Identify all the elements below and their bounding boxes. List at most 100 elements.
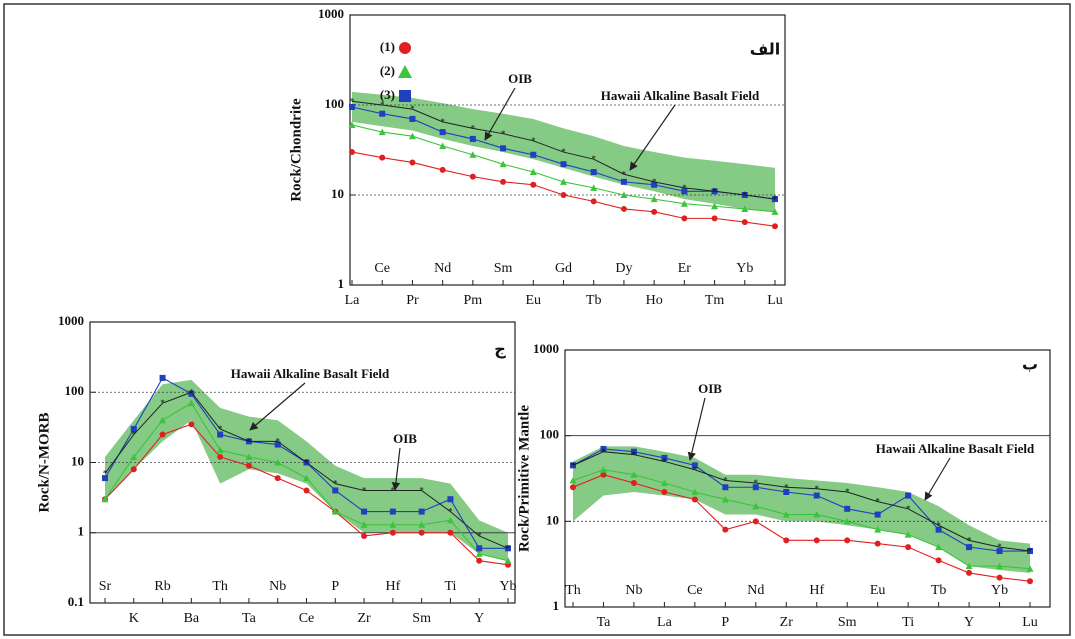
sample-point	[874, 511, 881, 518]
sample-point	[446, 516, 454, 524]
x-tick-label: P	[721, 615, 729, 630]
sample-point	[752, 502, 760, 510]
sample-point	[188, 421, 195, 428]
sample-point	[389, 508, 396, 515]
sample-point	[530, 181, 537, 188]
y-tick-label: 100	[65, 383, 85, 398]
sample-point	[361, 532, 368, 539]
plot-frame	[564, 349, 1051, 608]
sample-point	[996, 562, 1004, 570]
sample-point	[813, 511, 821, 518]
annotation-arrow	[687, 397, 706, 461]
sample-point	[349, 104, 355, 111]
x-tick-label: Rb	[154, 579, 170, 594]
oib-point: *	[380, 100, 385, 110]
legend-label: (3)	[380, 87, 395, 102]
sample-point	[630, 471, 638, 478]
x-tick-label: Eu	[870, 583, 886, 598]
x-tick-label: Pr	[406, 293, 419, 308]
oib-point: *	[997, 542, 1002, 552]
oib-point: *	[712, 186, 717, 196]
sample-point	[379, 110, 386, 117]
sample-point	[361, 508, 368, 515]
x-tick-label: Nd	[434, 261, 451, 276]
oib-point: *	[477, 531, 482, 541]
sample-point	[130, 425, 137, 432]
sample-point	[389, 529, 396, 536]
x-tick-label: Hf	[809, 583, 824, 598]
sample-point	[681, 188, 688, 195]
x-tick-label: Nb	[625, 583, 642, 598]
field-label: Hawaii Alkaline Basalt Field	[876, 441, 1035, 456]
sample-point	[245, 453, 253, 460]
oib-point: *	[561, 147, 566, 157]
sample-point	[348, 121, 356, 128]
sample-point	[691, 488, 699, 495]
x-tick-label: Th	[565, 583, 581, 598]
x-tick-label: Ce	[299, 611, 315, 626]
oib-point: *	[743, 190, 748, 200]
x-tick-label: Ce	[374, 261, 390, 276]
sample-point	[680, 200, 688, 207]
sample-point	[331, 508, 339, 515]
x-tick-label: Y	[474, 611, 484, 626]
oib-point: *	[501, 129, 506, 139]
sample-point	[620, 205, 627, 212]
oib-point: *	[936, 520, 941, 530]
x-tick-label: Ho	[646, 293, 663, 308]
sample-point	[476, 545, 483, 552]
sample-point	[379, 154, 386, 161]
y-tick-label: 1000	[318, 6, 344, 21]
y-tick-label: 0.1	[68, 594, 84, 609]
y-tick-label: 1	[338, 276, 345, 291]
sample-point	[569, 476, 577, 484]
oib-point: *	[448, 507, 453, 517]
oib-point: *	[754, 478, 759, 488]
sample-point	[965, 562, 973, 570]
sample-point	[439, 142, 447, 150]
sample-point	[475, 550, 483, 557]
x-tick-label: Sm	[838, 615, 857, 630]
sample-point	[332, 487, 339, 494]
annotation-arrow	[484, 87, 516, 141]
x-tick-label: Yb	[991, 583, 1008, 598]
oib-point: *	[622, 169, 627, 179]
oib-point: *	[247, 436, 252, 446]
sample-point	[529, 168, 537, 176]
oib-point: *	[845, 487, 850, 497]
sample-point	[711, 215, 718, 222]
x-tick-label: Sr	[99, 579, 112, 594]
sample-point	[101, 495, 109, 503]
oib-point: *	[1028, 546, 1033, 556]
sample-point	[996, 574, 1003, 581]
y-axis-label: Rock/Chondrite	[288, 98, 304, 202]
legend-label: (1)	[380, 39, 395, 54]
sample-point	[439, 166, 446, 173]
sample-point	[216, 446, 224, 454]
sample-point	[661, 454, 668, 461]
series-line	[572, 469, 1031, 570]
oib-point: *	[506, 543, 511, 553]
oib-point: *	[440, 117, 445, 127]
sample-point	[360, 521, 368, 528]
sample-point	[651, 208, 658, 215]
sample-point	[560, 161, 567, 168]
x-tick-label: La	[657, 615, 673, 630]
sample-point	[752, 484, 759, 491]
oib-point: *	[967, 535, 972, 545]
legend-marker	[398, 65, 412, 78]
sample-point	[813, 537, 820, 544]
legend-label: (2)	[380, 63, 395, 78]
sample-point	[274, 475, 281, 482]
sample-point	[500, 178, 507, 185]
hawaii-field	[573, 446, 1030, 573]
sample-point	[447, 529, 454, 536]
sample-point	[187, 399, 195, 407]
sample-point	[560, 178, 567, 185]
hawaii-field	[105, 379, 508, 561]
annotation-arrow	[391, 447, 401, 491]
x-tick-label: Hf	[385, 579, 400, 594]
oib-point: *	[693, 465, 698, 475]
sample-point	[418, 521, 426, 528]
sample-point	[630, 448, 637, 455]
